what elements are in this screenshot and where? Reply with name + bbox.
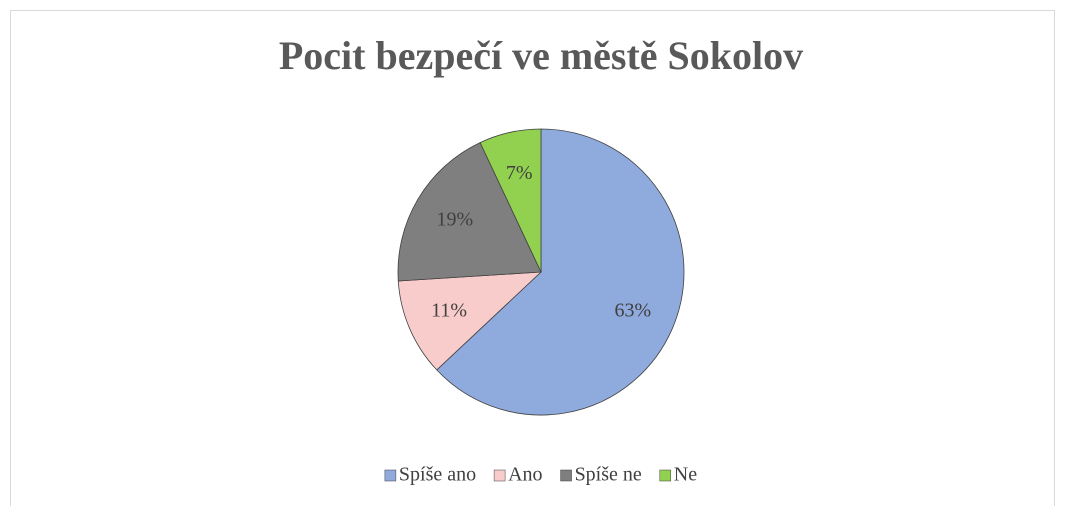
legend-swatch xyxy=(493,469,506,482)
pie-slice xyxy=(436,128,685,416)
pie-slice xyxy=(397,271,543,371)
data-label: 63% xyxy=(615,299,652,321)
pie-slice xyxy=(479,128,542,273)
legend-label: Ne xyxy=(674,464,697,486)
chart-title: Pocit bezpečí ve městě Sokolov xyxy=(279,33,803,78)
legend-label: Ano xyxy=(508,464,542,486)
legend-swatch xyxy=(384,469,397,482)
legend-label: Spíše ano xyxy=(399,464,476,486)
legend-swatch xyxy=(560,469,572,482)
data-label: 7% xyxy=(506,162,533,184)
legend-swatch xyxy=(659,469,672,482)
data-label: 11% xyxy=(431,299,467,321)
pie-slice xyxy=(397,142,542,282)
data-label: 19% xyxy=(437,209,474,231)
legend-label: Spíše ne xyxy=(575,464,642,486)
